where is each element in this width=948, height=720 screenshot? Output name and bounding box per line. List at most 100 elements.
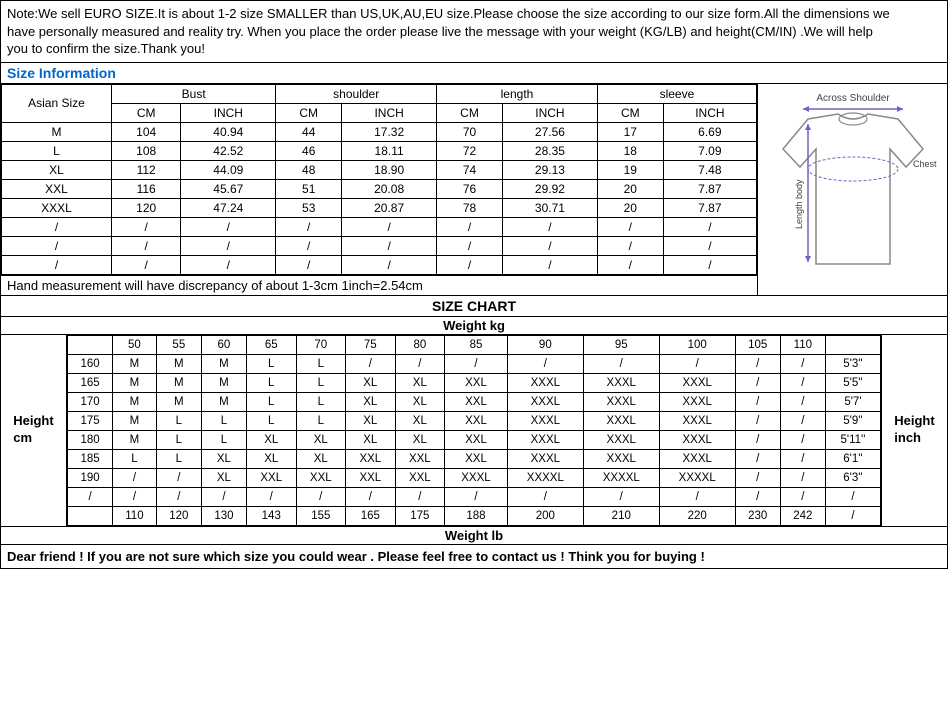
cell: /	[395, 487, 445, 506]
cell: XXXL	[659, 392, 735, 411]
cell: 7.87	[663, 179, 756, 198]
weight-kg-cell: 100	[659, 335, 735, 354]
cell: 20	[597, 198, 663, 217]
cell: L	[246, 373, 296, 392]
table-row: XXXL12047.245320.877830.71207.87	[2, 198, 757, 217]
cell: M	[201, 373, 246, 392]
table-row: 170MMMLLXLXLXXLXXXLXXXLXXXL//5'7'	[68, 392, 881, 411]
weight-lb-cell: 200	[507, 506, 583, 525]
cell: XXXL	[507, 411, 583, 430]
cell: L	[201, 411, 246, 430]
cell: 29.13	[502, 160, 597, 179]
table-row: 175MLLLLXLXLXXLXXXLXXXLXXXL//5'9''	[68, 411, 881, 430]
cell: XL	[2, 160, 112, 179]
height-in-cell: 6'1''	[825, 449, 880, 468]
height-in-cell: 5'11''	[825, 430, 880, 449]
cell: 70	[437, 122, 503, 141]
cell: XXXL	[659, 430, 735, 449]
cell: 72	[437, 141, 503, 160]
note-block: Note:We sell EURO SIZE.It is about 1-2 s…	[1, 1, 947, 63]
chart-title: SIZE CHART	[1, 296, 947, 317]
hdr-sleeve: sleeve	[597, 84, 756, 103]
hdr-cm: CM	[112, 103, 181, 122]
cell: /	[112, 236, 181, 255]
cell: /	[112, 255, 181, 274]
cell: 7.87	[663, 198, 756, 217]
cell: XXXL	[507, 449, 583, 468]
cell: M	[113, 411, 157, 430]
weight-lb-cell: 130	[201, 506, 246, 525]
cell: XXXL	[507, 392, 583, 411]
svg-text:Chest width: Chest width	[913, 159, 938, 169]
cell: XXL	[445, 392, 508, 411]
weight-lb-header: Weight lb	[1, 526, 947, 544]
cell: XXXL	[583, 411, 659, 430]
cell: XXXL	[659, 411, 735, 430]
height-in-cell: 5'7'	[825, 392, 880, 411]
cell: 30.71	[502, 198, 597, 217]
cell: 112	[112, 160, 181, 179]
hdr-inch: INCH	[342, 103, 437, 122]
cell: /	[663, 236, 756, 255]
cell: XXXL	[583, 449, 659, 468]
cell: XXL	[346, 468, 396, 487]
cell: L	[296, 354, 346, 373]
cell: 51	[276, 179, 342, 198]
cell: XL	[296, 449, 346, 468]
hdr-length: length	[437, 84, 598, 103]
cell: /	[735, 411, 780, 430]
cell: /	[597, 236, 663, 255]
cell: 27.56	[502, 122, 597, 141]
cell: /	[156, 487, 201, 506]
size-table-wrap: Asian Size Bust shoulder length sleeve C…	[1, 84, 757, 295]
weight-kg-cell: 70	[296, 335, 346, 354]
cell: L	[2, 141, 112, 160]
cell: 20	[597, 179, 663, 198]
table-row: 165MMMLLXLXLXXLXXXLXXXLXXXL//5'5''	[68, 373, 881, 392]
height-in-cell: 5'3''	[825, 354, 880, 373]
weight-kg-cell: 95	[583, 335, 659, 354]
cell: /	[342, 236, 437, 255]
table-row: 185LLXLXLXLXXLXXLXXLXXXLXXXLXXXL//6'1''	[68, 449, 881, 468]
cell: /	[780, 449, 825, 468]
cell: 44.09	[181, 160, 276, 179]
cell: /	[346, 354, 396, 373]
cell: /	[780, 354, 825, 373]
section-title: Size Information	[1, 63, 947, 84]
cell: 48	[276, 160, 342, 179]
cell: L	[156, 411, 201, 430]
cell: M	[156, 354, 201, 373]
height-in-cell: /	[825, 487, 880, 506]
cell: 28.35	[502, 141, 597, 160]
cell: /	[780, 430, 825, 449]
height-cm-cell: 175	[68, 411, 113, 430]
height-cm-cell: 180	[68, 430, 113, 449]
height-cm-cell: 165	[68, 373, 113, 392]
grid-table-wrap: 50556065707580859095100105110160MMMLL///…	[67, 335, 881, 526]
cell: 42.52	[181, 141, 276, 160]
footer-message: Dear friend ! If you are not sure which …	[1, 544, 947, 568]
cell: /	[663, 255, 756, 274]
cell: /	[437, 255, 503, 274]
height-in-cell: 6'3''	[825, 468, 880, 487]
table-row: /////////	[2, 236, 757, 255]
cell: /	[296, 487, 346, 506]
hdr-shoulder: shoulder	[276, 84, 437, 103]
cell: XL	[346, 392, 396, 411]
cell: /	[2, 236, 112, 255]
cell: /	[445, 487, 508, 506]
cell: XL	[395, 430, 445, 449]
cell: L	[156, 449, 201, 468]
cell: /	[735, 373, 780, 392]
cell: XXXXL	[659, 468, 735, 487]
cell: XXXL	[507, 430, 583, 449]
cell: /	[201, 487, 246, 506]
cell: M	[113, 392, 157, 411]
cell: 20.08	[342, 179, 437, 198]
weight-kg-cell: 55	[156, 335, 201, 354]
cell: /	[597, 217, 663, 236]
size-table: Asian Size Bust shoulder length sleeve C…	[1, 84, 757, 275]
weight-lb-cell: 155	[296, 506, 346, 525]
cell: /	[780, 411, 825, 430]
height-cm-cell: 190	[68, 468, 113, 487]
